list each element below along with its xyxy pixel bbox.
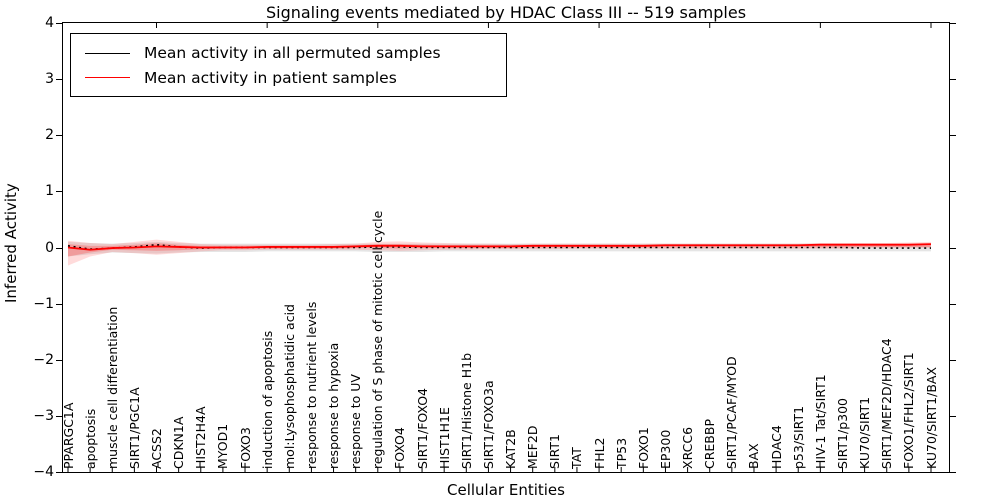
y-tick-right [950, 303, 956, 305]
x-tick-label: FHL2 [591, 437, 607, 469]
y-tick-left [56, 415, 62, 417]
x-tick-label: response to hypoxia [326, 342, 342, 469]
y-tick-right [950, 247, 956, 249]
legend-label: Mean activity in all permuted samples [144, 44, 441, 63]
x-tick-label: HDAC4 [768, 425, 784, 469]
x-tick-label: response to UV [348, 374, 364, 469]
permuted-mean-line [67, 243, 931, 250]
x-tick-label: CREBBP [702, 419, 718, 469]
legend-item: Mean activity in all permuted samples [85, 41, 494, 66]
y-tick-right [950, 472, 956, 473]
x-tick-label: CDKN1A [171, 416, 187, 469]
x-tick-label: HIV-1 Tat/SIRT1 [812, 374, 828, 469]
x-tick-label: FOXO3 [237, 427, 253, 469]
x-tick-label: SIRT1/Histone H1b [458, 352, 474, 469]
x-tick-label: SIRT1/PGC1A [126, 387, 142, 469]
y-tick-left [56, 135, 62, 137]
chart-title: Signaling events mediated by HDAC Class … [265, 3, 747, 22]
patient-mean-line [67, 243, 932, 251]
x-tick-label: mol:Lysophosphatidic acid [281, 304, 297, 469]
legend-line-swatch [85, 52, 130, 54]
y-tick-right [950, 415, 956, 417]
x-tick-label: PPARGC1A [60, 402, 76, 469]
y-tick-label: 4 [45, 15, 54, 31]
y-tick-label: 2 [45, 127, 54, 144]
y-tick-left [56, 191, 62, 193]
x-tick-label: SIRT1/FOXO3a [480, 380, 496, 469]
y-tick-right [950, 191, 956, 193]
x-tick-label: ACSS2 [149, 428, 164, 469]
x-tick-label: KU70/SIRT1 [857, 396, 873, 469]
y-tick-label: −2 [33, 351, 54, 368]
y-tick-left [56, 79, 62, 81]
legend: Mean activity in all permuted samples Mea… [70, 33, 507, 97]
y-tick-left [56, 247, 62, 249]
x-tick-label: TAT [569, 447, 585, 469]
x-tick-label: MEF2D [525, 425, 541, 469]
x-tick-label: SIRT1/MEF2D/HDAC4 [879, 338, 895, 469]
plot-area [62, 22, 950, 473]
x-tick-label: EP300 [657, 429, 673, 469]
y-tick-label: 3 [45, 71, 54, 88]
x-tick-label: SIRT1/PCAF/MYOD [724, 356, 740, 469]
y-tick-label: 1 [45, 183, 54, 200]
y-tick-label: 0 [45, 239, 54, 256]
legend-label: Mean activity in patient samples [144, 68, 397, 87]
x-tick-label: FOXO1/FHL2/SIRT1 [901, 352, 917, 469]
x-tick-label: SIRT1/p300 [834, 398, 850, 469]
x-tick-label: FOXO4 [392, 427, 408, 469]
y-tick-right [950, 79, 956, 81]
x-tick-label: p53/SIRT1 [790, 405, 806, 469]
x-tick-label: BAX [746, 443, 762, 469]
y-tick-label: −4 [33, 464, 54, 480]
x-tick-label: KU70/SIRT1/BAX [923, 366, 939, 469]
x-tick-label: response to nutrient levels [303, 301, 319, 469]
x-tick-label: FOXO1 [635, 427, 651, 469]
x-axis-label: Cellular Entities [447, 481, 565, 499]
y-tick-left [56, 303, 62, 305]
y-tick-right [950, 359, 956, 361]
x-tick-label: TP53 [613, 437, 629, 469]
x-tick-label: muscle cell differentiation [104, 306, 120, 469]
y-tick-label: −3 [33, 407, 54, 424]
x-tick-label: XRCC6 [680, 426, 696, 469]
x-tick-label: apoptosis [82, 408, 98, 469]
x-tick-label: MYOD1 [215, 423, 231, 469]
legend-line-swatch [85, 77, 130, 79]
x-tick-label: KAT2B [503, 429, 519, 469]
y-tick-right [950, 23, 956, 24]
x-tick-label: HIST2H4A [193, 406, 209, 469]
x-tick-label: HIST1H1E [436, 407, 452, 469]
x-tick-label: SIRT1/FOXO4 [414, 388, 430, 469]
y-tick-left [56, 23, 62, 24]
chart-canvas [67, 23, 932, 472]
y-tick-left [56, 472, 62, 473]
legend-item: Mean activity in patient samples [85, 66, 494, 91]
x-tick-label: regulation of S phase of mitotic cell cy… [370, 210, 386, 469]
x-tick-label: SIRT1 [547, 434, 563, 469]
y-tick-label: −1 [33, 295, 54, 312]
y-tick-left [56, 359, 62, 361]
x-tick-label: induction of apoptosis [259, 330, 275, 469]
y-tick-right [950, 135, 956, 137]
